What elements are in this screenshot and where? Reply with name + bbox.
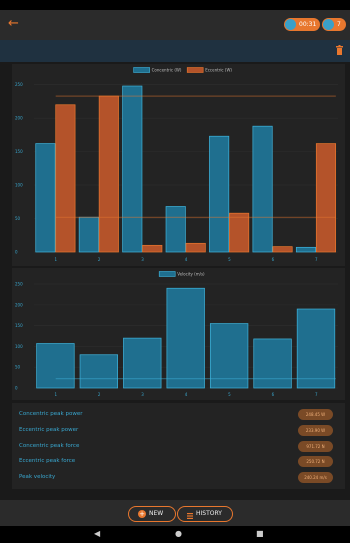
summary-value: 248.45 W — [298, 409, 333, 420]
system-nav-bar: ◀ ● ■ — [0, 526, 350, 543]
y-tick-label: 100 — [15, 183, 23, 188]
bar[interactable] — [253, 338, 292, 389]
x-tick-label: 6 — [272, 392, 275, 397]
x-tick-label: 3 — [141, 392, 144, 397]
rep-counter-value: 7 — [337, 21, 341, 28]
add-circle-icon: + — [138, 510, 146, 518]
summary-row: Eccentric peak force 250.72 N — [12, 455, 345, 469]
x-tick-label: 5 — [228, 257, 231, 262]
y-tick-label: 50 — [15, 216, 21, 221]
legend-label: Concentric (W) — [152, 68, 182, 73]
timer-value: 00:31 — [299, 21, 317, 28]
y-tick-label: 0 — [15, 250, 18, 255]
y-tick-label: 200 — [15, 302, 23, 307]
bar[interactable] — [79, 354, 119, 389]
bar[interactable] — [122, 85, 143, 253]
status-bar — [0, 0, 350, 10]
nav-home-icon[interactable]: ● — [175, 529, 182, 538]
new-button[interactable]: + NEW — [128, 506, 176, 522]
x-tick-label: 2 — [98, 392, 101, 397]
summary-label: Concentric peak power — [19, 411, 83, 417]
power-chart: 0 50 100 150 200 250 Concentric (W) Eccentric (… — [15, 67, 338, 262]
summary-row: Concentric peak power 248.45 W — [12, 408, 345, 422]
history-button-label: HISTORY — [196, 510, 222, 517]
y-tick-label: 250 — [15, 82, 23, 87]
summary-label: Eccentric peak power — [19, 427, 79, 433]
bar[interactable] — [272, 246, 293, 253]
bar[interactable] — [295, 246, 317, 253]
summary-row: Peak velocity 240.24 m/s — [12, 471, 345, 485]
summary-label: Peak velocity — [19, 474, 56, 480]
bar[interactable] — [142, 244, 163, 253]
velocity-chart-panel: 0 50 100 150 200 250 Velocity (m/s) 1 2 3 4 5 6 7 — [12, 268, 345, 400]
bar[interactable] — [209, 135, 230, 253]
x-tick-label: 7 — [315, 257, 318, 262]
bar[interactable] — [36, 343, 75, 389]
summary-label: Eccentric peak force — [19, 458, 76, 464]
legend-swatch — [133, 67, 150, 73]
y-tick-label: 150 — [15, 149, 23, 154]
y-tick-label: 200 — [15, 116, 23, 121]
rep-counter-pill[interactable]: 7 — [322, 18, 346, 31]
y-tick-label: 150 — [15, 323, 23, 328]
back-arrow-icon[interactable]: ← — [8, 16, 19, 31]
summary-value: 240.24 m/s — [298, 472, 333, 483]
summary-row: Eccentric peak power 233.90 W — [12, 424, 345, 438]
bar[interactable] — [55, 104, 76, 253]
toolbar — [0, 40, 350, 62]
bar[interactable] — [166, 287, 205, 389]
timer-icon — [285, 19, 296, 30]
x-tick-label: 7 — [315, 392, 318, 397]
summary-value: 233.90 W — [298, 425, 333, 436]
summary-row: Concentric peak force 971.72 N — [12, 440, 345, 454]
velocity-chart: 0 50 100 150 200 250 Velocity (m/s) 1 2 3 4 5 6 7 — [15, 271, 338, 397]
bar[interactable] — [78, 216, 99, 253]
summary-label: Concentric peak force — [19, 443, 80, 449]
bottom-action-bar: + NEW HISTORY — [0, 500, 350, 526]
trash-icon[interactable] — [336, 45, 343, 55]
summary-value: 250.72 N — [298, 456, 333, 467]
x-tick-label: 3 — [141, 257, 144, 262]
nav-back-icon[interactable]: ◀ — [94, 529, 101, 538]
bar[interactable] — [252, 125, 273, 253]
x-tick-label: 5 — [228, 392, 231, 397]
x-tick-label: 2 — [98, 257, 101, 262]
nav-recents-icon[interactable]: ■ — [256, 529, 264, 538]
y-tick-label: 50 — [15, 365, 21, 370]
x-tick-label: 1 — [54, 257, 57, 262]
power-chart-panel: 0 50 100 150 200 250 Concentric (W) Eccentric (… — [12, 64, 345, 266]
bar[interactable] — [98, 95, 119, 253]
bar[interactable] — [229, 212, 250, 253]
legend-swatch — [186, 67, 204, 73]
history-button[interactable]: HISTORY — [177, 506, 233, 522]
bar[interactable] — [35, 143, 56, 253]
x-tick-label: 4 — [185, 257, 188, 262]
summary-value: 971.72 N — [298, 441, 333, 452]
bar[interactable] — [315, 143, 337, 253]
bar[interactable] — [123, 337, 162, 389]
new-button-label: NEW — [149, 510, 164, 517]
reps-icon — [323, 19, 334, 30]
x-tick-label: 6 — [272, 257, 275, 262]
summary-panel: Concentric peak power 248.45 W Eccentric… — [12, 403, 345, 489]
bar[interactable] — [165, 206, 186, 253]
x-tick-label: 1 — [54, 392, 57, 397]
legend-swatch — [158, 271, 176, 277]
history-icon — [187, 511, 193, 519]
legend-label: Eccentric (W) — [205, 68, 232, 73]
app-bar: ← 00:31 7 — [0, 10, 350, 40]
legend-label: Velocity (m/s) — [177, 272, 205, 277]
bar[interactable] — [209, 323, 249, 389]
y-tick-label: 100 — [15, 344, 23, 349]
y-tick-label: 0 — [15, 386, 18, 391]
bar[interactable] — [185, 242, 206, 253]
y-tick-label: 250 — [15, 282, 23, 287]
bar[interactable] — [296, 308, 336, 389]
timer-pill[interactable]: 00:31 — [284, 18, 320, 31]
x-tick-label: 4 — [185, 392, 188, 397]
